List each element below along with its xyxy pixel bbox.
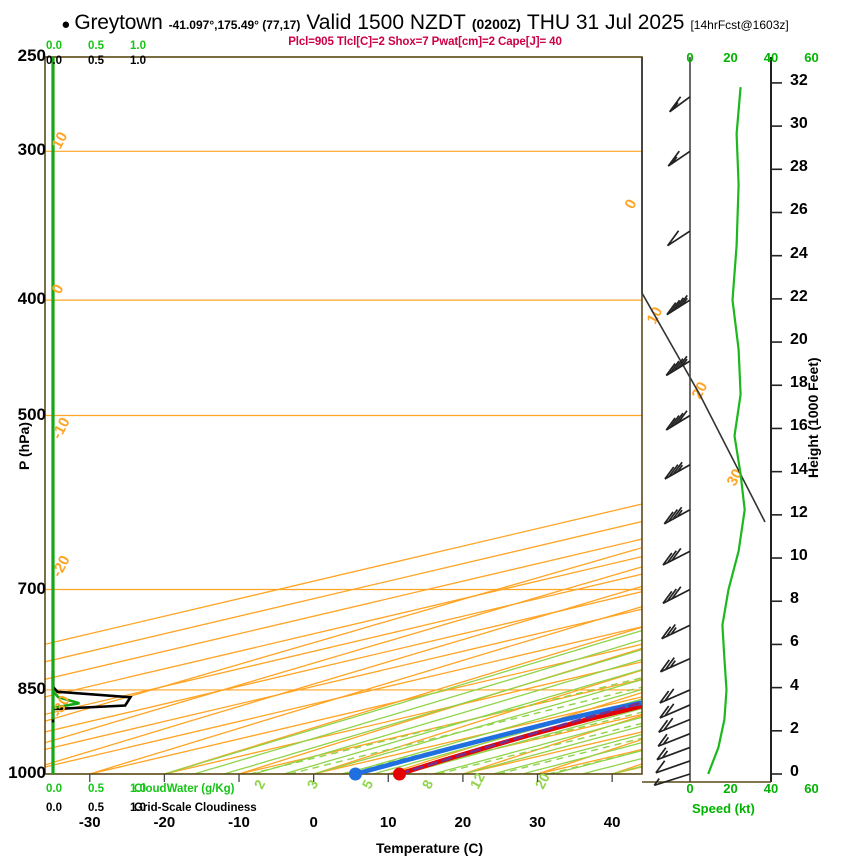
wind-panel-frame <box>642 57 771 782</box>
wind-barb <box>661 658 690 672</box>
height-label: 32 <box>790 72 824 90</box>
pressure-label: 1000 <box>0 763 46 783</box>
height-label: 22 <box>790 288 824 306</box>
surface-dewpoint-marker <box>349 768 362 781</box>
wind-barb <box>668 151 690 166</box>
temperature-label: 10 <box>358 814 418 831</box>
cloudiness-tick-top: 1.0 <box>130 55 146 67</box>
speed-label-top: 20 <box>716 50 746 65</box>
cloudiness-legend-label: Grid-Scale Cloudiness <box>134 802 257 814</box>
height-label: 20 <box>790 331 824 349</box>
wind-barb <box>657 747 690 759</box>
grid-line-labels: 100-10-20-30010203023581220 <box>49 57 765 791</box>
wind-barb <box>670 97 690 112</box>
wind-barb <box>663 587 690 604</box>
wind-barbs <box>654 97 690 785</box>
cloudiness-tick-top: 0.5 <box>88 55 104 67</box>
height-label: 8 <box>790 590 824 608</box>
speed-axis-title: Speed (kt) <box>692 801 755 816</box>
cloudwater-tick-top: 1.0 <box>130 40 146 52</box>
temperature-label: 0 <box>284 814 344 831</box>
wind-barb <box>656 761 690 773</box>
skewt-canvas: 100-10-20-30010203023581220 <box>0 0 850 860</box>
pressure-label: 250 <box>0 46 46 66</box>
grid-lines <box>0 57 850 774</box>
temperature-label: 40 <box>582 814 642 831</box>
temperature-label: -20 <box>134 814 194 831</box>
height-label: 26 <box>790 201 824 219</box>
wind-barb <box>666 411 690 430</box>
dry-adiabat-label: 20 <box>689 379 712 402</box>
mixing-ratio-label: 3 <box>304 777 322 792</box>
height-label: 0 <box>790 763 824 781</box>
speed-label-bottom: 60 <box>797 781 827 796</box>
temperature-label: 30 <box>508 814 568 831</box>
skewt-diagram: ● Greytown -41.097°,175.49° (77,17) Vali… <box>0 0 850 860</box>
temperature-axis-title: Temperature (C) <box>376 840 483 856</box>
pressure-label: 700 <box>0 579 46 599</box>
height-label: 30 <box>790 115 824 133</box>
speed-label-bottom: 0 <box>675 781 705 796</box>
speed-label-top: 0 <box>675 50 705 65</box>
mixing-ratio-label: 8 <box>419 777 437 792</box>
wind-speed-profile <box>708 87 745 774</box>
height-label: 12 <box>790 504 824 522</box>
pressure-label: 850 <box>0 679 46 699</box>
wind-barb <box>664 507 690 524</box>
temperature-curve <box>400 77 850 774</box>
temperature-label: -30 <box>60 814 120 831</box>
cloudiness-tick-bottom: 0.0 <box>46 802 62 814</box>
pressure-label: 300 <box>0 140 46 160</box>
speed-profile-line <box>708 87 745 774</box>
mixing-ratio-label: 5 <box>359 777 377 792</box>
height-label: 24 <box>790 245 824 263</box>
temperature-label: 20 <box>433 814 493 831</box>
pressure-axis-title: P (hPa) <box>16 422 32 470</box>
sounding-curves <box>355 77 850 774</box>
wind-barb <box>659 718 690 732</box>
speed-label-bottom: 40 <box>756 781 786 796</box>
cloudwater-tick-top: 0.5 <box>88 40 104 52</box>
height-label: 2 <box>790 720 824 738</box>
height-label: 4 <box>790 677 824 695</box>
wind-barb <box>667 295 690 314</box>
height-label: 28 <box>790 158 824 176</box>
height-axis-title: Height (1000 Feet) <box>805 357 821 478</box>
wind-barb <box>663 548 690 565</box>
height-axis-ticks <box>771 83 782 774</box>
height-label: 6 <box>790 633 824 651</box>
cloudwater-legend-label: CloudWater (g/Kg) <box>134 783 235 795</box>
speed-label-bottom: 20 <box>716 781 746 796</box>
speed-label-top: 40 <box>756 50 786 65</box>
surface-temperature-marker <box>393 768 406 781</box>
wind-barb <box>668 231 690 246</box>
mixing-ratio-label: 12 <box>467 770 489 791</box>
wind-barb <box>660 689 690 703</box>
height-label: 10 <box>790 547 824 565</box>
cloudwater-tick-bottom: 0.5 <box>88 783 104 795</box>
wind-barb <box>665 462 690 479</box>
dry-adiabat-label: 0 <box>49 282 68 297</box>
cloudwater-tick-top: 0.0 <box>46 40 62 52</box>
speed-label-top: 60 <box>797 50 827 65</box>
cloudiness-tick-top: 0.0 <box>46 55 62 67</box>
mixing-ratio-label: 2 <box>251 777 269 792</box>
wind-barb <box>658 734 690 747</box>
wind-barb <box>660 704 690 718</box>
dry-adiabat-label: 0 <box>622 197 641 212</box>
cloudwater-tick-bottom: 0.0 <box>46 783 62 795</box>
temperature-label: -10 <box>209 814 269 831</box>
wind-barb <box>662 624 690 638</box>
cloudiness-tick-bottom: 0.5 <box>88 802 104 814</box>
pressure-label: 400 <box>0 289 46 309</box>
